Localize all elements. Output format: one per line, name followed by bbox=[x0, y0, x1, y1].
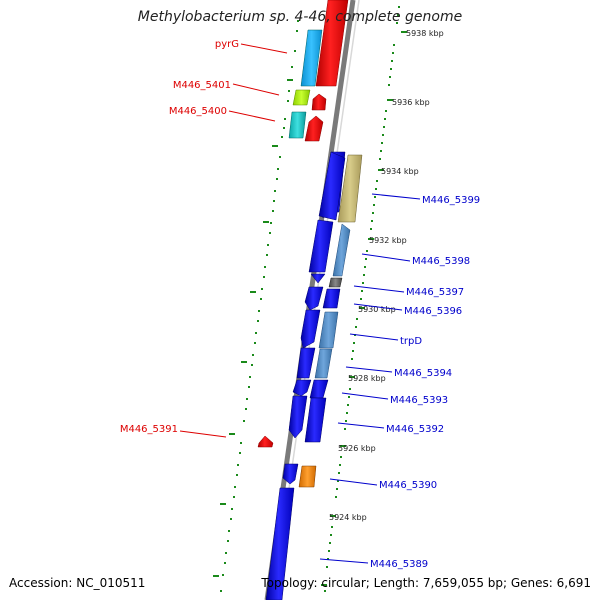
label-M446-5400[interactable]: M446_5400 bbox=[169, 106, 227, 117]
label-M446-5398[interactable]: M446_5398 bbox=[412, 256, 470, 267]
gene-red-small-2 bbox=[304, 115, 324, 142]
topology-text: Topology: circular; Length: 7,659,055 bp… bbox=[261, 576, 591, 590]
gene-blue-1-body bbox=[318, 151, 346, 221]
gene-M446-5400 bbox=[288, 111, 307, 139]
label-trpD[interactable]: trpD bbox=[400, 336, 422, 347]
gene-grey-5397 bbox=[328, 277, 343, 288]
gene-steel-trpD bbox=[318, 311, 339, 349]
gene-red-top bbox=[315, 0, 349, 87]
gene-blue-4 bbox=[304, 286, 324, 311]
gene-blue-6 bbox=[300, 309, 321, 349]
gene-blue-11 bbox=[304, 397, 327, 443]
genes-reverse-strand bbox=[257, 0, 349, 448]
gene-blue-2 bbox=[308, 219, 334, 273]
tick-label-5932: 5932 kbp bbox=[369, 236, 407, 245]
gene-pyrG bbox=[300, 29, 323, 87]
label-M446-5393[interactable]: M446_5393 bbox=[390, 395, 448, 406]
label-M446-5399[interactable]: M446_5399 bbox=[422, 195, 480, 206]
ruler-labels: 5938 kbp 5936 kbp 5934 kbp 5932 kbp 5930… bbox=[329, 29, 444, 522]
accession-text: Accession: NC_010511 bbox=[9, 576, 146, 590]
gene-M446-5401 bbox=[292, 89, 311, 106]
label-leaders bbox=[179, 43, 421, 564]
label-M446-5392[interactable]: M446_5392 bbox=[386, 424, 444, 435]
label-M446-5390[interactable]: M446_5390 bbox=[379, 480, 437, 491]
gene-M446-5391-shape bbox=[257, 435, 274, 448]
map-title: Methylobacterium sp. 4-46, complete geno… bbox=[137, 9, 463, 25]
gene-blue-13 bbox=[265, 487, 295, 600]
gene-blue-5 bbox=[322, 288, 341, 309]
ruler-inner-ticks bbox=[213, 79, 293, 577]
label-M446-5396[interactable]: M446_5396 bbox=[404, 306, 462, 317]
tick-label-5938: 5938 kbp bbox=[406, 29, 444, 38]
ruler-inner-dots bbox=[220, 20, 299, 592]
gene-steel-5398 bbox=[332, 223, 351, 277]
gene-blue-8 bbox=[292, 379, 312, 397]
gene-labels-reverse: pyrG M446_5401 M446_5400 M446_5391 bbox=[120, 39, 239, 435]
genes-forward-strand bbox=[265, 151, 363, 600]
gene-blue-12 bbox=[282, 463, 299, 485]
gene-blue-10 bbox=[288, 395, 308, 439]
label-M446-5394[interactable]: M446_5394 bbox=[394, 368, 452, 379]
gene-steel-5394 bbox=[314, 348, 333, 379]
gene-blue-7 bbox=[296, 347, 316, 379]
tick-label-5930: 5930 kbp bbox=[358, 305, 396, 314]
label-M446-5389[interactable]: M446_5389 bbox=[370, 559, 428, 570]
gene-labels-forward: M446_5399 M446_5398 M446_5397 M446_5396 … bbox=[370, 195, 480, 570]
gene-orange-5390 bbox=[298, 465, 317, 488]
gene-khaki-5399 bbox=[337, 154, 363, 223]
tick-label-5928: 5928 kbp bbox=[348, 374, 386, 383]
gene-blue-9 bbox=[309, 379, 329, 399]
ruler-outer-ticks bbox=[321, 31, 407, 586]
label-M446-5401[interactable]: M446_5401 bbox=[173, 80, 231, 91]
tick-label-5926: 5926 kbp bbox=[338, 444, 376, 453]
gene-blue-3 bbox=[310, 273, 326, 284]
label-M446-5391[interactable]: M446_5391 bbox=[120, 424, 178, 435]
gene-red-small-1 bbox=[311, 93, 327, 111]
tick-label-5924: 5924 kbp bbox=[329, 513, 367, 522]
tick-label-5936: 5936 kbp bbox=[392, 98, 430, 107]
label-pyrG[interactable]: pyrG bbox=[215, 39, 239, 50]
label-M446-5397[interactable]: M446_5397 bbox=[406, 287, 464, 298]
tick-label-5934: 5934 kbp bbox=[381, 167, 419, 176]
